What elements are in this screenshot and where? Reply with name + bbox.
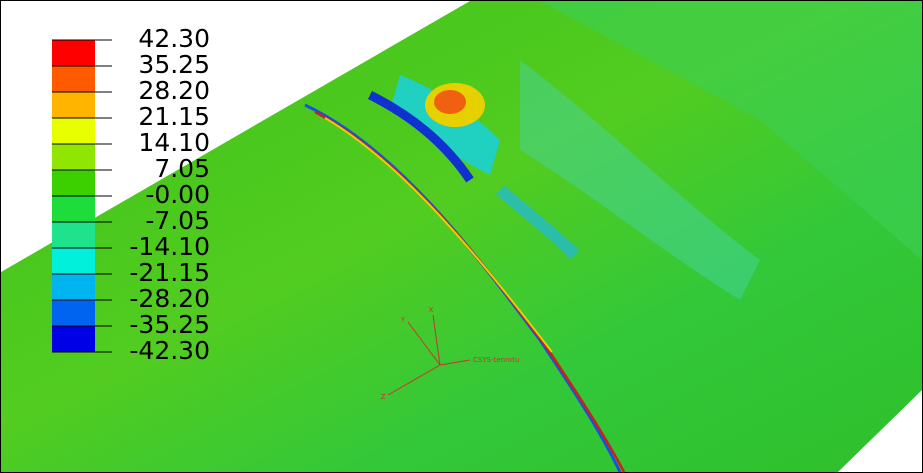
legend-swatch xyxy=(52,222,95,248)
legend-swatch xyxy=(52,248,95,274)
legend-label: -21.15 xyxy=(129,258,210,287)
legend-swatch xyxy=(52,274,95,300)
legend-swatch xyxy=(52,92,95,118)
legend-label: 14.10 xyxy=(138,128,210,157)
legend-label: -7.05 xyxy=(145,206,210,235)
legend-swatch xyxy=(52,326,95,352)
legend-swatch xyxy=(52,300,95,326)
legend-label: -42.30 xyxy=(129,336,210,365)
legend-swatch xyxy=(52,40,95,66)
legend-swatch xyxy=(52,170,95,196)
legend-label: -14.10 xyxy=(129,232,210,261)
legend-label: 7.05 xyxy=(154,154,210,183)
legend-label: 35.25 xyxy=(138,50,210,79)
legend-swatch xyxy=(52,196,95,222)
legend-label: -0.00 xyxy=(145,180,210,209)
page: 42.3035.2528.2021.1514.107.05-0.00-7.05-… xyxy=(0,0,923,473)
triad-label: X xyxy=(429,306,434,314)
legend-swatch xyxy=(52,118,95,144)
contour-view: 42.3035.2528.2021.1514.107.05-0.00-7.05-… xyxy=(0,0,923,473)
stress-zone xyxy=(434,90,466,114)
legend-label: 42.30 xyxy=(138,24,210,53)
legend-label: 28.20 xyxy=(138,76,210,105)
triad-name: CSYS-tenrotu xyxy=(473,356,519,364)
legend-label: 21.15 xyxy=(138,102,210,131)
legend-label: -28.20 xyxy=(129,284,210,313)
legend-swatch xyxy=(52,144,95,170)
legend-label: -35.25 xyxy=(129,310,210,339)
legend-swatch xyxy=(52,66,95,92)
triad-label: Z xyxy=(381,393,386,401)
triad-label: Y xyxy=(400,316,406,324)
